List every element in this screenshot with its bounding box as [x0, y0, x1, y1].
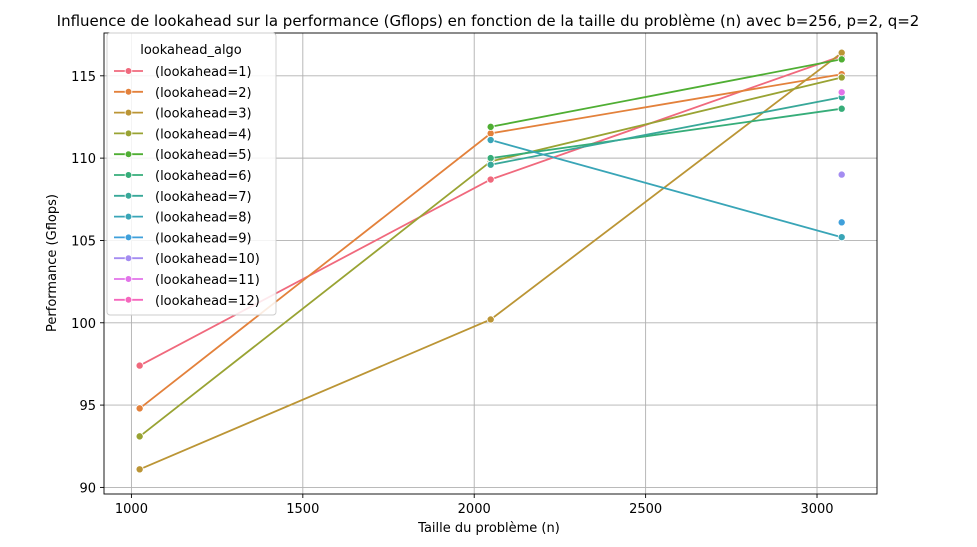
legend-swatch-marker	[124, 212, 133, 221]
series-line	[490, 107, 842, 159]
legend-swatch-marker	[124, 129, 133, 138]
series-line	[490, 58, 842, 128]
legend-swatch-marker	[124, 150, 133, 159]
axis-ticks: 1000 1500 2000 2500 3000 90 95 100 105 110 115	[71, 70, 833, 517]
x-tick-label: 2000	[458, 502, 491, 517]
legend-frame	[106, 32, 277, 316]
y-tick-label: 100	[71, 317, 96, 332]
series-group	[135, 70, 846, 413]
data-point	[486, 136, 495, 145]
legend-swatch-marker	[124, 67, 133, 75]
legend-label: (lookahead=4)	[155, 127, 252, 142]
legend-swatch-marker	[124, 254, 133, 263]
legend-label: (lookahead=2)	[155, 86, 252, 101]
series-group	[486, 55, 846, 131]
data-point	[486, 129, 495, 138]
legend-swatch-marker	[124, 88, 133, 96]
data-point	[135, 361, 144, 370]
plot-frame	[103, 32, 878, 495]
legend-title: lookahead_algo	[140, 43, 242, 58]
legend-label: (lookahead=5)	[155, 148, 252, 163]
series-group	[837, 218, 846, 227]
series-line	[490, 139, 842, 239]
series-group	[486, 93, 846, 169]
legend-swatch-marker	[124, 233, 133, 242]
data-point	[486, 175, 495, 184]
data-point	[837, 104, 846, 113]
y-tick-label: 105	[71, 234, 96, 249]
legend-label: (lookahead=10)	[155, 252, 260, 267]
series-group	[837, 88, 846, 97]
data-point	[135, 404, 144, 413]
data-point	[135, 465, 144, 474]
y-tick-label: 90	[79, 481, 96, 496]
legend-label: (lookahead=8)	[155, 211, 252, 226]
legend-label: (lookahead=1)	[155, 65, 252, 80]
data-point	[837, 88, 846, 97]
data-point	[837, 55, 846, 64]
data-point	[135, 432, 144, 441]
data-point	[486, 315, 495, 324]
series-group	[837, 170, 846, 179]
x-tick-label: 1500	[286, 502, 319, 517]
data-point	[837, 48, 846, 57]
series-group	[486, 104, 846, 163]
legend-swatch-marker	[124, 171, 133, 179]
data-point	[837, 73, 846, 82]
y-tick-label: 95	[79, 399, 96, 414]
legend-items: (lookahead=1) (lookahead=2) (lookahead=3…	[114, 65, 260, 309]
x-axis-label: Taille du problème (n)	[417, 521, 560, 536]
legend-swatch-marker	[124, 295, 133, 304]
chart-title: Influence de lookahead sur la performanc…	[57, 12, 920, 30]
data-point	[486, 160, 495, 169]
data-point	[837, 218, 846, 227]
y-axis-label: Performance (Gflops)	[45, 194, 60, 332]
legend-label: (lookahead=9)	[155, 231, 252, 246]
legend-label: (lookahead=3)	[155, 107, 252, 122]
x-tick-label: 3000	[800, 502, 833, 517]
legend-label: (lookahead=6)	[155, 169, 252, 184]
data-point	[486, 122, 495, 131]
series-line	[490, 96, 842, 166]
y-tick-label: 110	[71, 152, 96, 167]
legend-label: (lookahead=7)	[155, 190, 252, 205]
series-group	[486, 136, 846, 242]
legend-label: (lookahead=12)	[155, 294, 260, 309]
legend-swatch-marker	[124, 108, 133, 117]
y-tick-label: 115	[71, 70, 96, 85]
legend-swatch-marker	[124, 192, 133, 200]
data-point	[837, 233, 846, 242]
data-point	[486, 154, 495, 163]
x-tick-label: 2500	[629, 502, 662, 517]
data-point	[837, 170, 846, 179]
x-tick-label: 1000	[115, 502, 148, 517]
legend: lookahead_algo (lookahead=1) (lookahead=…	[106, 32, 277, 316]
legend-label: (lookahead=11)	[155, 273, 260, 288]
legend-swatch-marker	[124, 275, 133, 283]
